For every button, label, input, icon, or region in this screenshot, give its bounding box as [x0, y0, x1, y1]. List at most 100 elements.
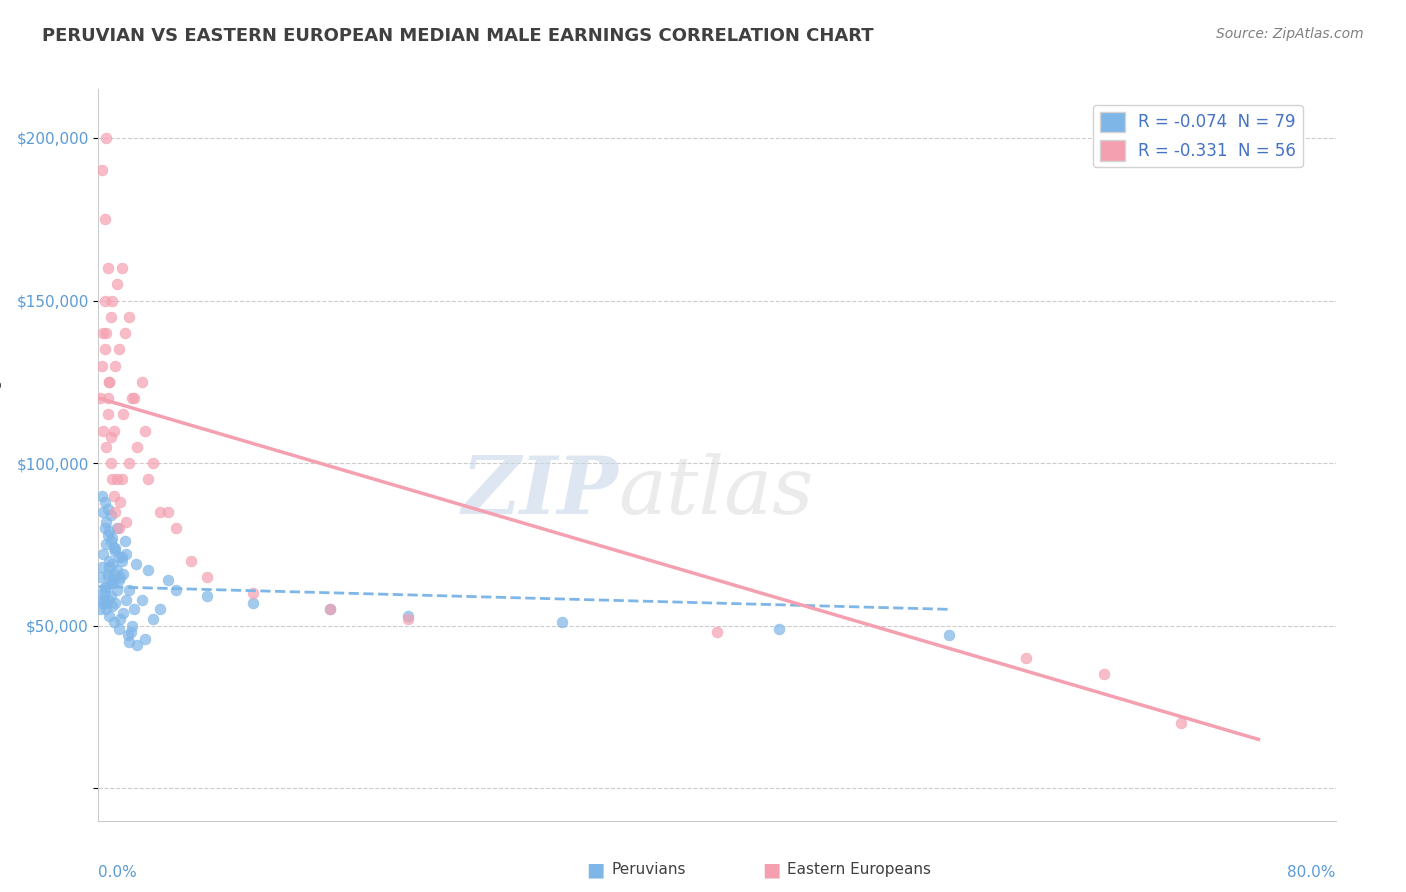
Point	[112, 566, 135, 581]
Text: Peruvians: Peruvians	[612, 863, 686, 877]
Point	[100, 310, 122, 324]
Point	[101, 599, 124, 613]
Point	[105, 582, 128, 597]
Point	[111, 553, 132, 567]
Point	[120, 625, 142, 640]
Point	[107, 550, 129, 565]
Text: 0.0%: 0.0%	[98, 864, 138, 880]
Point	[96, 596, 118, 610]
Text: atlas: atlas	[619, 453, 814, 530]
Point	[96, 326, 118, 340]
Point	[97, 527, 120, 541]
Point	[91, 424, 114, 438]
Point	[100, 508, 122, 522]
Text: 80.0%: 80.0%	[1288, 864, 1336, 880]
Point	[103, 573, 125, 587]
Point	[118, 635, 141, 649]
Point	[103, 489, 125, 503]
Point	[98, 553, 121, 567]
Point	[768, 622, 790, 636]
Point	[101, 293, 124, 308]
Point	[100, 456, 122, 470]
Point	[91, 505, 114, 519]
Point	[98, 608, 121, 623]
Point	[122, 391, 145, 405]
Point	[165, 582, 187, 597]
Point	[104, 505, 127, 519]
Point	[124, 557, 146, 571]
Point	[96, 131, 118, 145]
Point	[98, 560, 121, 574]
Point	[134, 424, 156, 438]
Point	[108, 612, 131, 626]
Text: Source: ZipAtlas.com: Source: ZipAtlas.com	[1216, 27, 1364, 41]
Point	[141, 456, 165, 470]
Point	[93, 343, 115, 357]
Point	[122, 602, 145, 616]
Text: Eastern Europeans: Eastern Europeans	[787, 863, 931, 877]
Point	[104, 359, 127, 373]
Point	[89, 391, 111, 405]
Point	[157, 505, 180, 519]
Point	[112, 407, 135, 421]
Point	[136, 563, 159, 577]
Point	[96, 515, 118, 529]
Point	[100, 576, 122, 591]
Point	[96, 580, 118, 594]
Point	[118, 310, 141, 324]
Point	[97, 391, 120, 405]
Point	[96, 602, 118, 616]
Point	[101, 576, 124, 591]
Point	[107, 573, 129, 587]
Point	[111, 260, 132, 275]
Point	[108, 495, 131, 509]
Legend: R = -0.074  N = 79, R = -0.331  N = 56: R = -0.074 N = 79, R = -0.331 N = 56	[1092, 105, 1302, 167]
Point	[90, 560, 112, 574]
Point	[103, 615, 125, 630]
Point	[938, 628, 960, 642]
Point	[121, 391, 143, 405]
Point	[242, 586, 264, 600]
Point	[100, 534, 122, 549]
Point	[90, 489, 112, 503]
Point	[141, 612, 165, 626]
Point	[115, 592, 138, 607]
Point	[105, 472, 128, 486]
Point	[149, 505, 172, 519]
Point	[90, 586, 112, 600]
Point	[90, 359, 112, 373]
Point	[100, 430, 122, 444]
Point	[97, 407, 120, 421]
Point	[134, 632, 156, 646]
Point	[104, 596, 127, 610]
Point	[101, 472, 124, 486]
Point	[136, 472, 159, 486]
Point	[93, 586, 115, 600]
Text: PERUVIAN VS EASTERN EUROPEAN MEDIAN MALE EARNINGS CORRELATION CHART: PERUVIAN VS EASTERN EUROPEAN MEDIAN MALE…	[42, 27, 873, 45]
Point	[107, 343, 129, 357]
Text: ZIP: ZIP	[461, 453, 619, 530]
Point	[118, 582, 141, 597]
Point	[98, 375, 121, 389]
Point	[90, 163, 112, 178]
Point	[114, 326, 136, 340]
Point	[93, 580, 115, 594]
Y-axis label: Median Male Earnings: Median Male Earnings	[0, 371, 3, 539]
Point	[91, 547, 114, 561]
Point	[96, 440, 118, 454]
Point	[131, 375, 153, 389]
Point	[180, 553, 202, 567]
Point	[107, 521, 129, 535]
Point	[93, 293, 115, 308]
Point	[93, 495, 115, 509]
Point	[97, 260, 120, 275]
Point	[319, 602, 342, 616]
Point	[195, 570, 218, 584]
Point	[93, 212, 115, 227]
Point	[115, 547, 138, 561]
Point	[101, 531, 124, 545]
Point	[104, 541, 127, 555]
Point	[111, 472, 132, 486]
Point	[149, 602, 172, 616]
Point	[114, 534, 136, 549]
